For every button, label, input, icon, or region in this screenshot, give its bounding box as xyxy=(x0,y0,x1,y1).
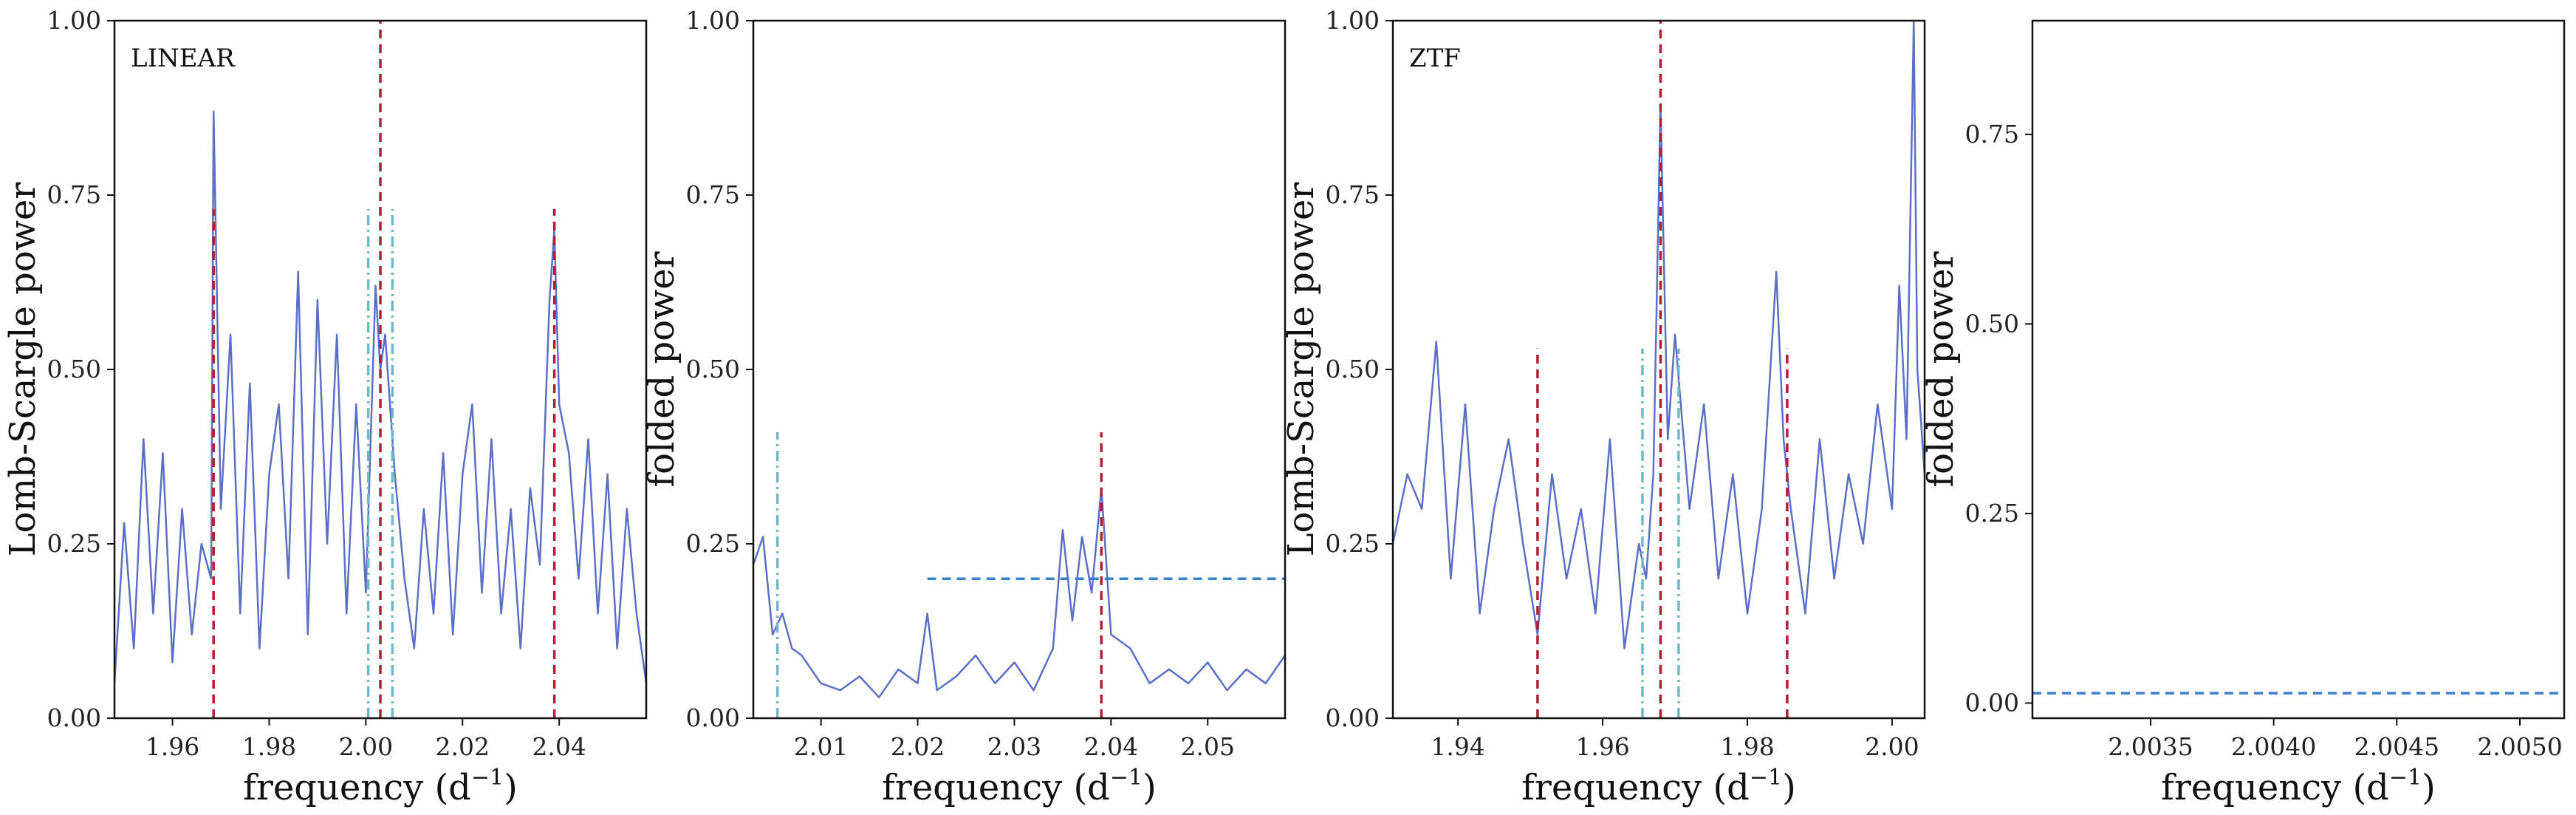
y-tick-label: 0.00 xyxy=(1965,688,2019,717)
x-tick-label: 2.05 xyxy=(1181,732,1235,761)
panel-annotation: LINEAR xyxy=(131,44,236,73)
x-axis-label: frequency (d−1) xyxy=(2161,765,2436,808)
power-series-line xyxy=(753,487,1285,698)
x-tick-label: 2.0050 xyxy=(2477,732,2562,761)
x-tick-label: 2.02 xyxy=(436,732,490,761)
y-axis-label: Lomb-Scargle power xyxy=(2,183,44,556)
y-axis-label: folded power xyxy=(1920,251,1962,487)
chart-panel-1: 1.96 1.98 2.00 2.02 2.04 0.00 0.25 0.50 0.75 1.00… xyxy=(2,6,648,808)
y-tick-label: 0.00 xyxy=(1326,703,1380,732)
y-axis-label: folded power xyxy=(641,251,682,487)
x-tick-label: 1.94 xyxy=(1431,732,1484,761)
y-tick-label: 0.00 xyxy=(47,703,101,732)
power-series-line xyxy=(1393,21,1925,649)
x-axis-label-superscript: −1 xyxy=(1110,765,1143,791)
y-tick-label: 1.00 xyxy=(1326,6,1380,35)
y-tick-label: 0.50 xyxy=(1326,355,1380,383)
x-axis-label-text: frequency (d xyxy=(243,767,471,808)
y-tick-label: 0.75 xyxy=(1965,120,2019,149)
x-tick-label: 1.96 xyxy=(145,732,199,761)
x-tick-label: 2.00 xyxy=(339,732,393,761)
chart-panel-3: 1.94 1.96 1.98 2.00 0.00 0.25 0.50 0.75 1.00 freq… xyxy=(1281,6,1926,808)
axes-frame xyxy=(2031,19,2566,720)
x-tick-label: 1.96 xyxy=(1575,732,1629,761)
x-tick-label: 1.98 xyxy=(242,732,296,761)
x-axis-label-close: ) xyxy=(1782,767,1796,808)
x-axis-label: frequency (d−1) xyxy=(882,765,1157,808)
x-tick-label: 2.03 xyxy=(987,732,1041,761)
x-axis-label-superscript: −1 xyxy=(1750,765,1782,791)
x-axis-label-text: frequency (d xyxy=(1521,767,1750,808)
y-tick-label: 1.00 xyxy=(47,6,101,35)
x-axis-label-text: frequency (d xyxy=(2161,767,2389,808)
x-axis-label-text: frequency (d xyxy=(882,767,1110,808)
plot-area xyxy=(1393,21,1925,718)
x-axis-label: frequency (d−1) xyxy=(243,765,518,808)
y-tick-label: 0.25 xyxy=(686,529,740,558)
y-tick-label: 0.50 xyxy=(47,355,101,383)
plot-area xyxy=(114,21,646,718)
x-tick-label: 2.0035 xyxy=(2108,732,2193,761)
x-tick-label: 1.98 xyxy=(1720,732,1774,761)
x-tick-label: 2.0040 xyxy=(2231,732,2316,761)
x-tick-label: 2.0045 xyxy=(2354,732,2439,761)
y-tick-label: 0.25 xyxy=(47,529,101,558)
y-tick-label: 0.75 xyxy=(47,180,101,209)
y-tick-label: 0.75 xyxy=(686,180,740,209)
x-tick-label: 2.00 xyxy=(1865,732,1919,761)
x-tick-label: 2.02 xyxy=(891,732,945,761)
panel-annotation: ZTF xyxy=(1409,44,1461,73)
x-axis-label-close: ) xyxy=(1143,767,1157,808)
axes-frame xyxy=(1391,19,1926,720)
axes-frame xyxy=(752,19,1287,720)
x-axis-label-close: ) xyxy=(504,767,518,808)
x-axis-label-superscript: −1 xyxy=(471,765,504,791)
plot-area xyxy=(753,432,1285,718)
x-axis-label-close: ) xyxy=(2422,767,2436,808)
y-tick-label: 0.50 xyxy=(686,355,740,383)
y-tick-label: 0.00 xyxy=(686,703,740,732)
y-tick-label: 0.50 xyxy=(1965,309,2019,338)
x-axis-label: frequency (d−1) xyxy=(1521,765,1796,808)
x-tick-label: 2.04 xyxy=(1084,732,1138,761)
x-axis-label-superscript: −1 xyxy=(2389,765,2422,791)
chart-panel-2: 2.01 2.02 2.03 2.04 2.05 0.00 0.25 0.50 0.75 1.00… xyxy=(641,6,1287,808)
y-tick-label: 1.00 xyxy=(686,6,740,35)
y-axis-label: Lomb-Scargle power xyxy=(1281,183,1322,556)
x-tick-label: 2.01 xyxy=(794,732,848,761)
chart-panel-4: 2.0035 2.0040 2.0045 2.0050 0.00 0.25 0.50 0.75… xyxy=(1920,19,2566,808)
y-tick-label: 0.25 xyxy=(1965,499,2019,528)
y-tick-label: 0.75 xyxy=(1326,180,1380,209)
y-tick-label: 0.25 xyxy=(1326,529,1380,558)
x-tick-label: 2.04 xyxy=(532,732,586,761)
